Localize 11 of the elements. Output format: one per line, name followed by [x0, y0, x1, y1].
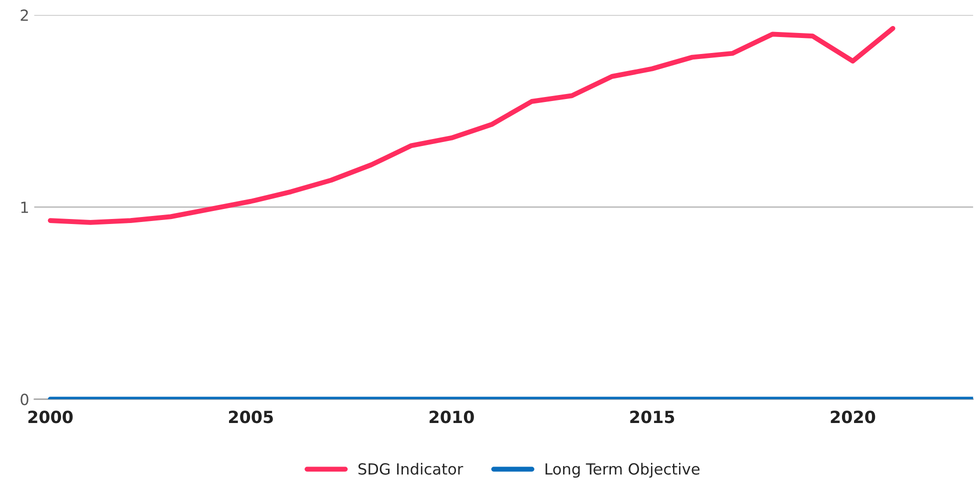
y-tick-label: 2	[20, 9, 28, 21]
legend-label: SDG Indicator	[358, 462, 464, 475]
x-tick-label: 2015	[630, 410, 674, 424]
x-tick-label: 2020	[830, 410, 876, 424]
x-tick-label: 2000	[28, 410, 73, 424]
y-tick-label: 1	[21, 202, 28, 213]
legend-label: Long Term Objective	[546, 462, 700, 478]
x-tick-label: 2005	[229, 410, 273, 424]
x-tick-label: 2010	[430, 410, 474, 424]
line-series	[48, 26, 896, 225]
y-tick-label: 0	[20, 394, 28, 406]
